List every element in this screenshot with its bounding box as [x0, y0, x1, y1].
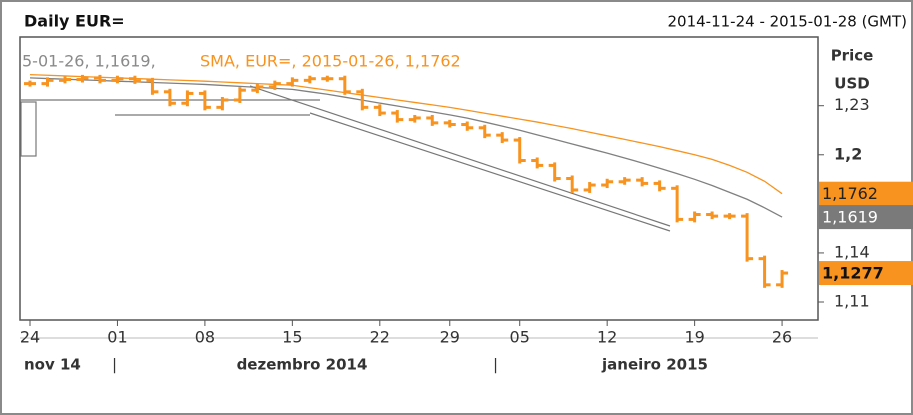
ohlc-bar: [583, 182, 596, 193]
month-separator: |: [493, 356, 498, 374]
ohlc-bar: [321, 75, 334, 82]
month-label: dezembro 2014: [237, 356, 368, 374]
x-tick-label: 29: [440, 328, 460, 347]
y-axis-label: Price: [831, 47, 874, 65]
ohlc-bar: [443, 119, 456, 128]
ohlc-bar: [671, 185, 684, 223]
ohlc-bar: [338, 75, 351, 95]
ohlc-bar: [198, 90, 211, 111]
date-range: 2014-11-24 - 2015-01-28 (GMT): [668, 13, 908, 31]
ohlc-bar: [461, 121, 474, 131]
y-axis-label: USD: [834, 75, 869, 93]
ohlc-bar: [688, 211, 701, 223]
ohlc-bar: [76, 74, 89, 83]
x-tick-label: 12: [597, 328, 617, 347]
month-label: nov 14: [24, 356, 81, 374]
x-tick-label: 05: [510, 328, 530, 347]
trend-line: [249, 85, 671, 227]
ohlc-bar: [163, 88, 176, 107]
ohlc-bar: [636, 177, 649, 187]
trend-line: [309, 112, 671, 232]
last-value-tag: [819, 181, 913, 206]
x-tick-label: 08: [195, 328, 215, 347]
sma-line: [29, 77, 783, 218]
ohlc-bar: [706, 211, 719, 220]
y-tick-label: 1,11: [834, 292, 870, 311]
ohlc-bar: [286, 77, 299, 87]
ohlc-bar: [601, 178, 614, 189]
month-separator: |: [112, 356, 117, 374]
ohlc-bar: [233, 87, 246, 103]
legend-text: 5-01-26, 1,1619,: [22, 52, 156, 71]
ohlc-bar: [548, 162, 561, 182]
month-label: janeiro 2015: [601, 356, 708, 374]
ohlc-bar: [531, 157, 544, 169]
ohlc-bar: [653, 180, 666, 192]
x-tick-label: 15: [282, 328, 302, 347]
last-value-tag: [819, 205, 913, 230]
y-tick-label: 1,2: [834, 144, 862, 163]
x-tick-label: 24: [20, 328, 40, 347]
sma-line: [29, 73, 783, 195]
x-tick-label: 01: [107, 328, 127, 347]
ohlc-bar: [618, 177, 631, 185]
drawing-box: [20, 101, 37, 157]
ohlc-bar: [268, 80, 281, 90]
ohlc-bar: [426, 114, 439, 126]
ohlc-bar: [723, 213, 736, 220]
ohlc-bar: [128, 75, 141, 84]
ohlc-bar: [111, 75, 124, 84]
ohlc-bar: [391, 110, 404, 123]
x-tick-label: 26: [772, 328, 792, 347]
price-bars: [24, 74, 789, 288]
last-value-label: 1,1277: [822, 264, 884, 283]
y-tick-label: 1,23: [834, 95, 870, 114]
ohlc-bar: [146, 77, 159, 95]
ohlc-bar: [741, 213, 754, 262]
ohlc-bar: [41, 77, 54, 87]
ohlc-bar: [303, 75, 316, 84]
ohlc-bar: [566, 175, 579, 193]
ohlc-bar: [93, 74, 106, 84]
y-tick-label: 1,14: [834, 242, 870, 261]
ohlc-bar: [478, 124, 491, 139]
ohlc-bar: [58, 76, 71, 84]
ohlc-bar: [496, 132, 509, 144]
ohlc-bar: [758, 255, 771, 288]
ohlc-bar: [181, 90, 194, 107]
ohlc-bar: [251, 83, 264, 94]
ohlc-bar: [216, 96, 229, 111]
last-value-label: 1,1619: [822, 208, 878, 227]
ohlc-bar: [776, 270, 789, 288]
ohlc-bar: [24, 80, 36, 87]
ohlc-bar: [513, 137, 526, 164]
x-tick-label: 22: [370, 328, 390, 347]
last-value-tag: [819, 261, 913, 286]
chart-title: Daily EUR=: [24, 12, 125, 31]
last-value-label: 1,1762: [822, 184, 878, 203]
ohlc-bar: [373, 104, 386, 117]
ohlc-bar: [408, 114, 421, 123]
ohlc-bar: [356, 88, 369, 111]
x-tick-label: 19: [684, 328, 704, 347]
legend-text: SMA, EUR=, 2015-01-26, 1,1762: [200, 52, 461, 71]
